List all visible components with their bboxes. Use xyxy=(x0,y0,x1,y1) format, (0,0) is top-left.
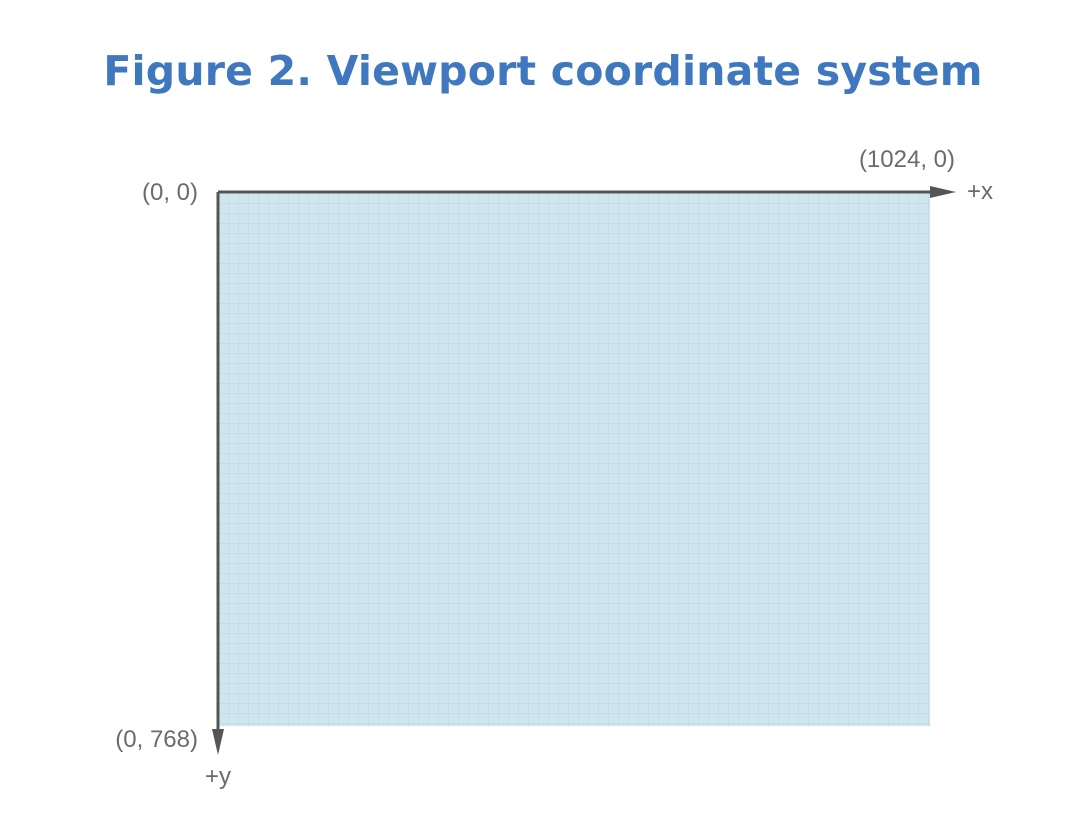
y-axis-arrow-icon xyxy=(212,729,224,755)
origin-label: (0, 0) xyxy=(142,179,198,206)
top-right-corner-label: (1024, 0) xyxy=(859,146,955,173)
bottom-left-corner-label: (0, 768) xyxy=(115,726,198,753)
x-axis-label: +x xyxy=(967,178,993,205)
figure-title: Figure 2. Viewport coordinate system xyxy=(103,47,983,95)
viewport-grid xyxy=(218,193,930,726)
x-axis-arrow-icon xyxy=(930,186,956,198)
y-axis-label: +y xyxy=(205,763,231,790)
